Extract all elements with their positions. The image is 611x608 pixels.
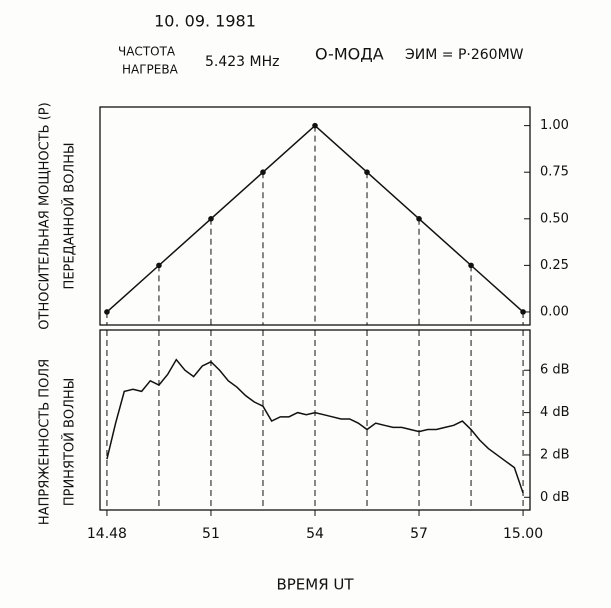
- y-tick-label: 6 dB: [540, 363, 570, 378]
- data-point: [468, 262, 474, 269]
- data-point: [260, 169, 266, 176]
- y-label: ПЕРЕДАННОЙ ВОЛНЫ: [62, 143, 78, 290]
- x-tick-label: 57: [410, 526, 428, 542]
- annotation: ЭИМ = P·260MW: [405, 47, 524, 63]
- data-point: [312, 122, 318, 129]
- x-tick-label: 14.48: [87, 526, 127, 542]
- x-tick-label: 51: [202, 526, 220, 542]
- y-tick-label: 0.25: [540, 258, 569, 273]
- y-tick-label: 2 dB: [540, 447, 570, 462]
- annotation: O-МОДА: [315, 45, 384, 64]
- data-point: [156, 262, 162, 269]
- annotation: ЧАСТОТА: [118, 45, 176, 59]
- x-tick-label: 15.00: [503, 526, 543, 542]
- y-label: НАПРЯЖЕННОСТЬ ПОЛЯ: [38, 359, 53, 525]
- data-point: [520, 309, 526, 315]
- data-point: [416, 215, 422, 222]
- x-label: ВРЕМЯ UT: [276, 576, 354, 594]
- plot-frame: [99, 106, 531, 326]
- annotation: НАГРЕВА: [122, 63, 179, 77]
- y-tick-label: 4 dB: [540, 405, 570, 420]
- y-label: ОТНОСИТЕЛЬНАЯ МОЩНОСТЬ (P): [38, 102, 53, 329]
- y-tick-label: 0 dB: [540, 490, 570, 505]
- y-tick-label: 1.00: [540, 118, 569, 133]
- y-label: ПРИНЯТОЙ ВОЛНЫ: [62, 378, 78, 506]
- x-tick-label: 54: [306, 526, 324, 542]
- date: 10. 09. 1981: [154, 12, 256, 31]
- y-tick-label: 0.75: [540, 165, 569, 180]
- data-point: [208, 215, 214, 222]
- data-line: [106, 358, 524, 494]
- data-point: [104, 309, 110, 315]
- y-tick-label: 0.00: [540, 304, 569, 319]
- annotation: 5.423 MHz: [205, 54, 279, 70]
- data-point: [364, 169, 370, 176]
- y-tick-label: 0.50: [540, 211, 569, 226]
